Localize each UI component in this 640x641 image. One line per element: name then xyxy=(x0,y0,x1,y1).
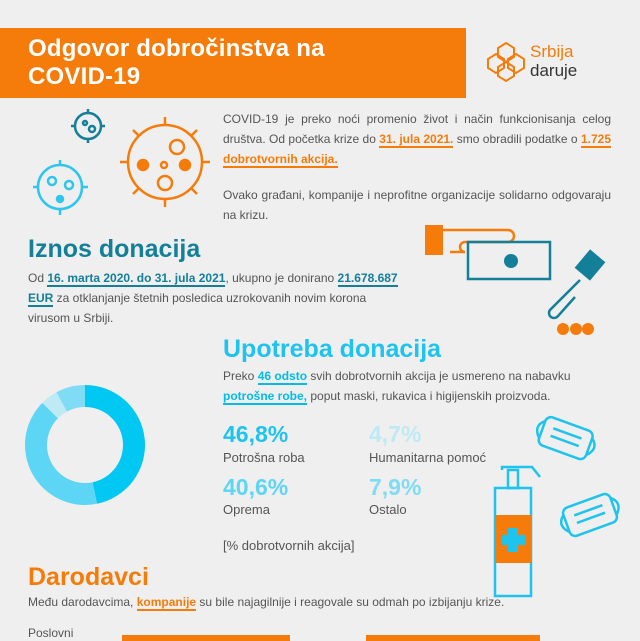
stat-value-potrosna: 46,8% xyxy=(223,421,289,447)
stat-value-oprema: 40,6% xyxy=(223,474,289,500)
donut-slice-potro-na-roba xyxy=(85,385,145,504)
stat-label-ostalo: Ostalo xyxy=(369,502,407,517)
virus-large-orange-icon xyxy=(120,117,210,207)
donut-chart xyxy=(25,385,145,505)
intro-paragraph-2: Ovako građani, kompanije i neprofitne or… xyxy=(223,188,611,222)
donut-slice-ostalo xyxy=(56,385,85,412)
virus-cyan-icon xyxy=(33,160,88,215)
donation-hand-icon xyxy=(425,225,606,335)
row-label-poslovni: Poslovni xyxy=(28,626,74,640)
chart-unit-note: [% dobrotvornih akcija] xyxy=(223,538,355,553)
virus-icons xyxy=(33,109,210,215)
donut-slice-humanitarna-pomo- xyxy=(42,392,67,419)
page-title: Odgovor dobročinstva na COVID-19 xyxy=(28,35,325,91)
title-line-1: Odgovor dobročinstva na xyxy=(28,35,325,62)
stat-label-humanitarna: Humanitarna pomoć xyxy=(369,450,487,465)
stat-value-ostalo: 7,9% xyxy=(369,474,422,500)
title-line-2: COVID-19 xyxy=(28,63,141,90)
darodavci-paragraph: Među darodavcima, kompanije su bile naja… xyxy=(28,595,505,611)
mask-icon xyxy=(535,415,596,461)
mask-icon xyxy=(559,492,620,538)
iznos-paragraph: Od 16. marta 2020. do 31. jula 2021, uku… xyxy=(28,271,398,325)
srbija-daruje-logo-icon xyxy=(487,41,525,83)
darodavci-heading: Darodavci xyxy=(28,563,149,591)
sanitizer-and-masks-icon xyxy=(493,415,620,598)
title-banner xyxy=(0,28,466,98)
donut-slice-oprema xyxy=(25,402,97,505)
stat-label-potrosna: Potrošna roba xyxy=(223,450,305,465)
upotreba-heading: Upotreba donacija xyxy=(223,335,442,363)
upotreba-paragraph: Preko 46 odsto svih dobrotvornih akcija … xyxy=(223,369,571,405)
logo-text: Srbija daruje xyxy=(530,42,577,80)
stat-value-humanitarna: 4,7% xyxy=(369,421,422,447)
intro-paragraph-1: COVID-19 je preko noći promenio život i … xyxy=(223,112,612,168)
coin-icon xyxy=(570,323,582,335)
donor-bar xyxy=(366,635,540,641)
donor-bar xyxy=(122,635,290,641)
virus-small-teal-icon xyxy=(71,109,105,143)
logo-line-2: daruje xyxy=(530,61,578,80)
logo-line-1: Srbija xyxy=(530,42,574,61)
stat-label-oprema: Oprema xyxy=(223,502,270,517)
iznos-heading: Iznos donacija xyxy=(28,235,201,263)
